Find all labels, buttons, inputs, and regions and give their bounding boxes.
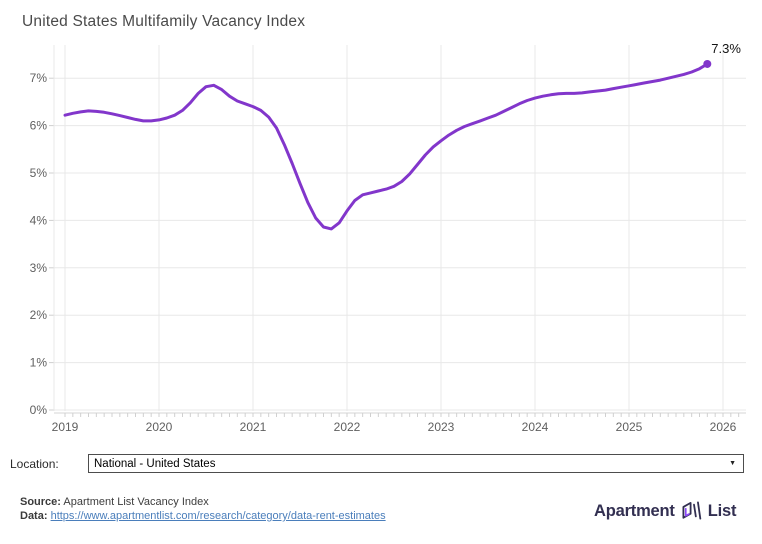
y-tick-label: 3% [30, 261, 48, 275]
x-tick-label: 2023 [428, 420, 455, 434]
apartment-list-logo-icon [678, 498, 705, 524]
source-line: Source: Apartment List Vacancy Index [20, 495, 386, 509]
x-tick-label: 2019 [52, 420, 79, 434]
y-tick-label: 4% [30, 213, 48, 227]
chevron-down-icon: ▼ [729, 460, 736, 467]
y-tick-label: 7% [30, 71, 48, 85]
x-tick-label: 2024 [522, 420, 549, 434]
source-label: Source: [20, 496, 61, 508]
source-block: Source: Apartment List Vacancy Index Dat… [20, 495, 386, 523]
data-link[interactable]: https://www.apartmentlist.com/research/c… [50, 510, 386, 522]
x-tick-label: 2022 [334, 420, 361, 434]
page-title: United States Multifamily Vacancy Index [22, 13, 306, 30]
end-value-annotation: 7.3% [711, 41, 741, 56]
series-end-dot [703, 59, 712, 68]
apartment-list-logo: Apartment List [594, 498, 736, 524]
logo-word-list: List [707, 501, 737, 520]
x-tick-label: 2026 [710, 420, 737, 434]
y-tick-label: 2% [30, 308, 48, 322]
data-line: Data: https://www.apartmentlist.com/rese… [20, 509, 386, 523]
logo-word-apartment: Apartment [594, 501, 675, 520]
x-tick-label: 2021 [240, 420, 267, 434]
y-tick-label: 1% [30, 356, 48, 370]
y-tick-label: 0% [30, 403, 48, 417]
location-select[interactable]: National - United States ▼ [88, 454, 744, 473]
y-tick-label: 5% [30, 166, 48, 180]
location-label: Location: [10, 457, 59, 471]
x-tick-label: 2025 [616, 420, 643, 434]
y-tick-label: 6% [30, 119, 48, 133]
vacancy-line-series [63, 62, 709, 231]
location-selected-value: National - United States [94, 457, 216, 470]
vacancy-line-chart: 0% 1% 2% 3% 4% 5% 6% 7% 2019 2020 2021 2022 2023 2024… [30, 41, 746, 434]
source-text: Apartment List Vacancy Index [63, 496, 209, 508]
data-label: Data: [20, 510, 48, 522]
x-tick-label: 2020 [146, 420, 173, 434]
